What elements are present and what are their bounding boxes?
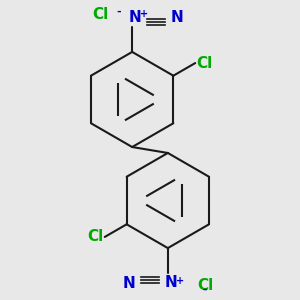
Text: N: N	[170, 10, 183, 25]
Text: Cl: Cl	[92, 7, 108, 22]
Text: Cl: Cl	[198, 278, 214, 293]
Text: N: N	[123, 276, 136, 291]
Text: -: -	[116, 6, 121, 16]
Text: +: +	[176, 276, 184, 286]
Text: Cl: Cl	[87, 230, 103, 244]
Text: N: N	[129, 10, 142, 25]
Text: Cl: Cl	[197, 56, 213, 70]
Text: +: +	[140, 9, 148, 19]
Text: -: -	[203, 284, 207, 294]
Text: N: N	[164, 275, 177, 290]
